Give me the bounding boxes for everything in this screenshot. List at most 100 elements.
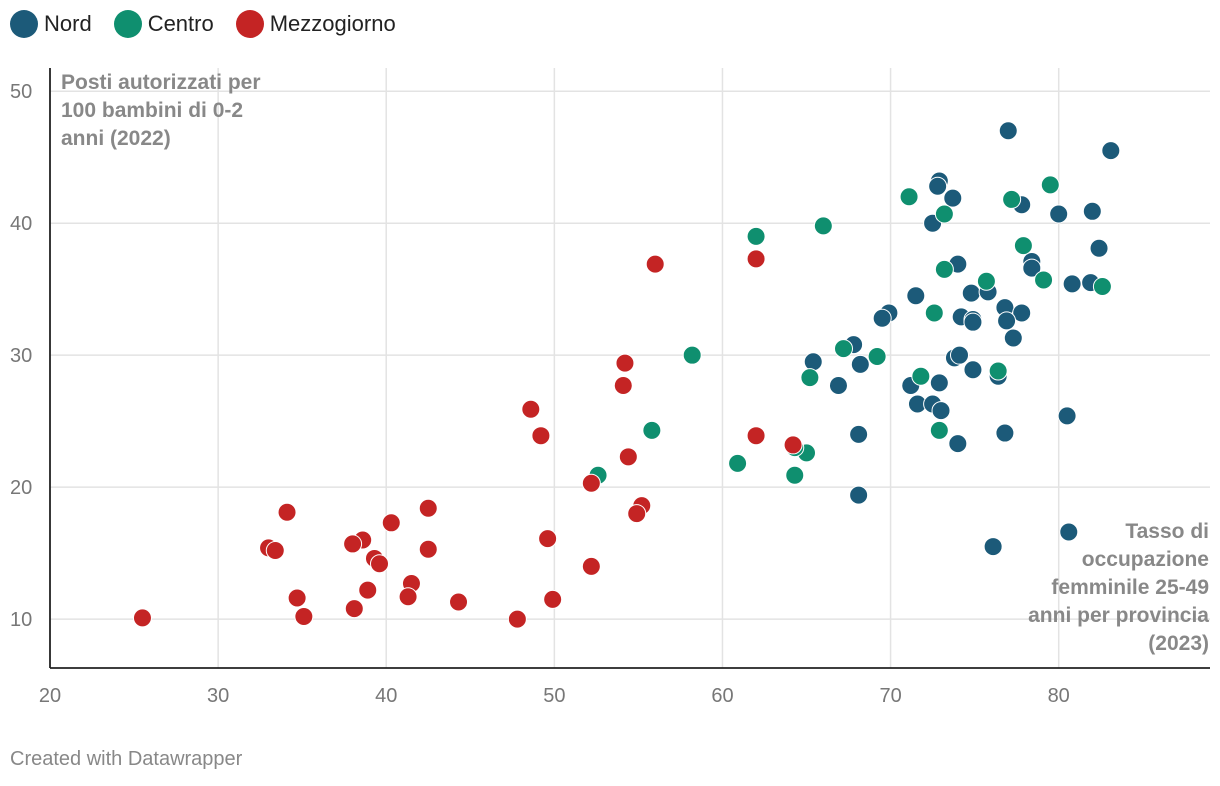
- data-point-centro[interactable]: [834, 339, 854, 359]
- data-point-centro[interactable]: [934, 259, 954, 279]
- data-point-nord[interactable]: [995, 423, 1015, 443]
- data-point-mezzogiorno[interactable]: [418, 539, 438, 559]
- data-point-centro[interactable]: [746, 226, 766, 246]
- axis-lines: [49, 68, 1210, 669]
- x-axis-label: Tasso di occupazione femminile 25-49 anni p…: [1028, 520, 1209, 655]
- data-point-nord[interactable]: [929, 373, 949, 393]
- y-tick-label: 20: [10, 477, 32, 499]
- data-point-centro[interactable]: [924, 303, 944, 323]
- legend-swatch-nord: [10, 10, 38, 38]
- data-point-mezzogiorno[interactable]: [398, 587, 418, 607]
- data-point-centro[interactable]: [800, 368, 820, 388]
- data-point-nord[interactable]: [1089, 238, 1109, 258]
- data-point-nord[interactable]: [828, 376, 848, 396]
- data-point-nord[interactable]: [906, 286, 926, 306]
- x-axis-label-line: femminile 25-49: [1051, 576, 1209, 599]
- data-point-nord[interactable]: [1082, 201, 1102, 221]
- data-point-nord[interactable]: [850, 354, 870, 374]
- y-tick-label: 40: [10, 213, 32, 235]
- data-point-centro[interactable]: [785, 465, 805, 485]
- data-point-mezzogiorno[interactable]: [746, 426, 766, 446]
- data-point-nord[interactable]: [963, 312, 983, 332]
- data-point-mezzogiorno[interactable]: [277, 502, 297, 522]
- data-point-nord[interactable]: [1059, 522, 1079, 542]
- data-point-centro[interactable]: [1002, 189, 1022, 209]
- data-point-nord[interactable]: [998, 121, 1018, 141]
- data-point-mezzogiorno[interactable]: [265, 541, 285, 561]
- data-point-mezzogiorno[interactable]: [746, 249, 766, 269]
- data-point-nord[interactable]: [948, 434, 968, 454]
- data-point-centro[interactable]: [934, 204, 954, 224]
- data-point-nord[interactable]: [1057, 406, 1077, 426]
- data-point-nord[interactable]: [1022, 258, 1042, 278]
- data-point-mezzogiorno[interactable]: [521, 399, 541, 419]
- data-point-centro[interactable]: [1092, 277, 1112, 297]
- data-point-centro[interactable]: [1034, 270, 1054, 290]
- data-point-mezzogiorno[interactable]: [344, 599, 364, 619]
- data-point-mezzogiorno[interactable]: [618, 447, 638, 467]
- data-point-nord[interactable]: [961, 283, 981, 303]
- data-points: [132, 121, 1121, 629]
- data-point-nord[interactable]: [1049, 204, 1069, 224]
- legend-item-centro: Centro: [113, 10, 214, 38]
- y-tick-label: 50: [10, 81, 32, 103]
- data-point-mezzogiorno[interactable]: [294, 607, 314, 627]
- chart-legend: Nord Centro Mezzogiorno: [10, 10, 396, 38]
- data-point-mezzogiorno[interactable]: [343, 534, 363, 554]
- data-point-mezzogiorno[interactable]: [581, 473, 601, 493]
- data-point-centro[interactable]: [728, 453, 748, 473]
- data-point-mezzogiorno[interactable]: [132, 608, 152, 628]
- data-point-centro[interactable]: [911, 366, 931, 386]
- data-point-centro[interactable]: [642, 420, 662, 440]
- data-point-centro[interactable]: [1040, 175, 1060, 195]
- data-point-mezzogiorno[interactable]: [449, 592, 469, 612]
- data-point-mezzogiorno[interactable]: [358, 580, 378, 600]
- data-point-mezzogiorno[interactable]: [581, 556, 601, 576]
- data-point-centro[interactable]: [867, 347, 887, 367]
- data-point-mezzogiorno[interactable]: [645, 254, 665, 274]
- data-point-mezzogiorno[interactable]: [615, 353, 635, 373]
- data-point-nord[interactable]: [950, 345, 970, 365]
- data-point-mezzogiorno[interactable]: [531, 426, 551, 446]
- data-point-nord[interactable]: [1101, 141, 1121, 161]
- data-point-centro[interactable]: [682, 345, 702, 365]
- data-point-mezzogiorno[interactable]: [627, 504, 647, 524]
- grid-lines: [50, 68, 1210, 668]
- data-point-mezzogiorno[interactable]: [418, 498, 438, 518]
- series-mezzogiorno: [132, 249, 803, 629]
- data-point-nord[interactable]: [983, 537, 1003, 557]
- y-axis-label-line: anni (2022): [61, 127, 171, 150]
- data-point-mezzogiorno[interactable]: [287, 588, 307, 608]
- data-point-centro[interactable]: [899, 187, 919, 207]
- data-point-nord[interactable]: [849, 424, 869, 444]
- x-tick-label: 80: [1048, 685, 1070, 707]
- data-point-nord[interactable]: [849, 485, 869, 505]
- data-point-nord[interactable]: [803, 352, 823, 372]
- data-point-nord[interactable]: [872, 308, 892, 328]
- data-point-mezzogiorno[interactable]: [381, 513, 401, 533]
- data-point-nord[interactable]: [997, 311, 1017, 331]
- x-tick-label: 50: [543, 685, 565, 707]
- data-point-centro[interactable]: [976, 271, 996, 291]
- data-point-mezzogiorno[interactable]: [370, 554, 390, 574]
- data-point-mezzogiorno[interactable]: [543, 589, 563, 609]
- x-axis-label-line: occupazione: [1082, 548, 1209, 571]
- data-point-nord[interactable]: [1062, 274, 1082, 294]
- data-point-nord[interactable]: [943, 188, 963, 208]
- data-point-nord[interactable]: [963, 360, 983, 380]
- data-point-centro[interactable]: [929, 420, 949, 440]
- data-point-centro[interactable]: [813, 216, 833, 236]
- y-tick-label: 30: [10, 345, 32, 367]
- data-point-nord[interactable]: [1012, 303, 1032, 323]
- data-point-nord[interactable]: [928, 176, 948, 196]
- data-point-nord[interactable]: [931, 401, 951, 421]
- data-point-centro[interactable]: [988, 361, 1008, 381]
- x-axis-label-line: anni per provincia: [1028, 604, 1209, 627]
- data-point-mezzogiorno[interactable]: [507, 609, 527, 629]
- data-point-mezzogiorno[interactable]: [538, 529, 558, 549]
- data-point-mezzogiorno[interactable]: [783, 435, 803, 455]
- data-point-centro[interactable]: [1013, 236, 1033, 256]
- data-point-nord[interactable]: [1003, 328, 1023, 348]
- legend-label-mezzogiorno: Mezzogiorno: [269, 11, 396, 36]
- data-point-mezzogiorno[interactable]: [613, 376, 633, 396]
